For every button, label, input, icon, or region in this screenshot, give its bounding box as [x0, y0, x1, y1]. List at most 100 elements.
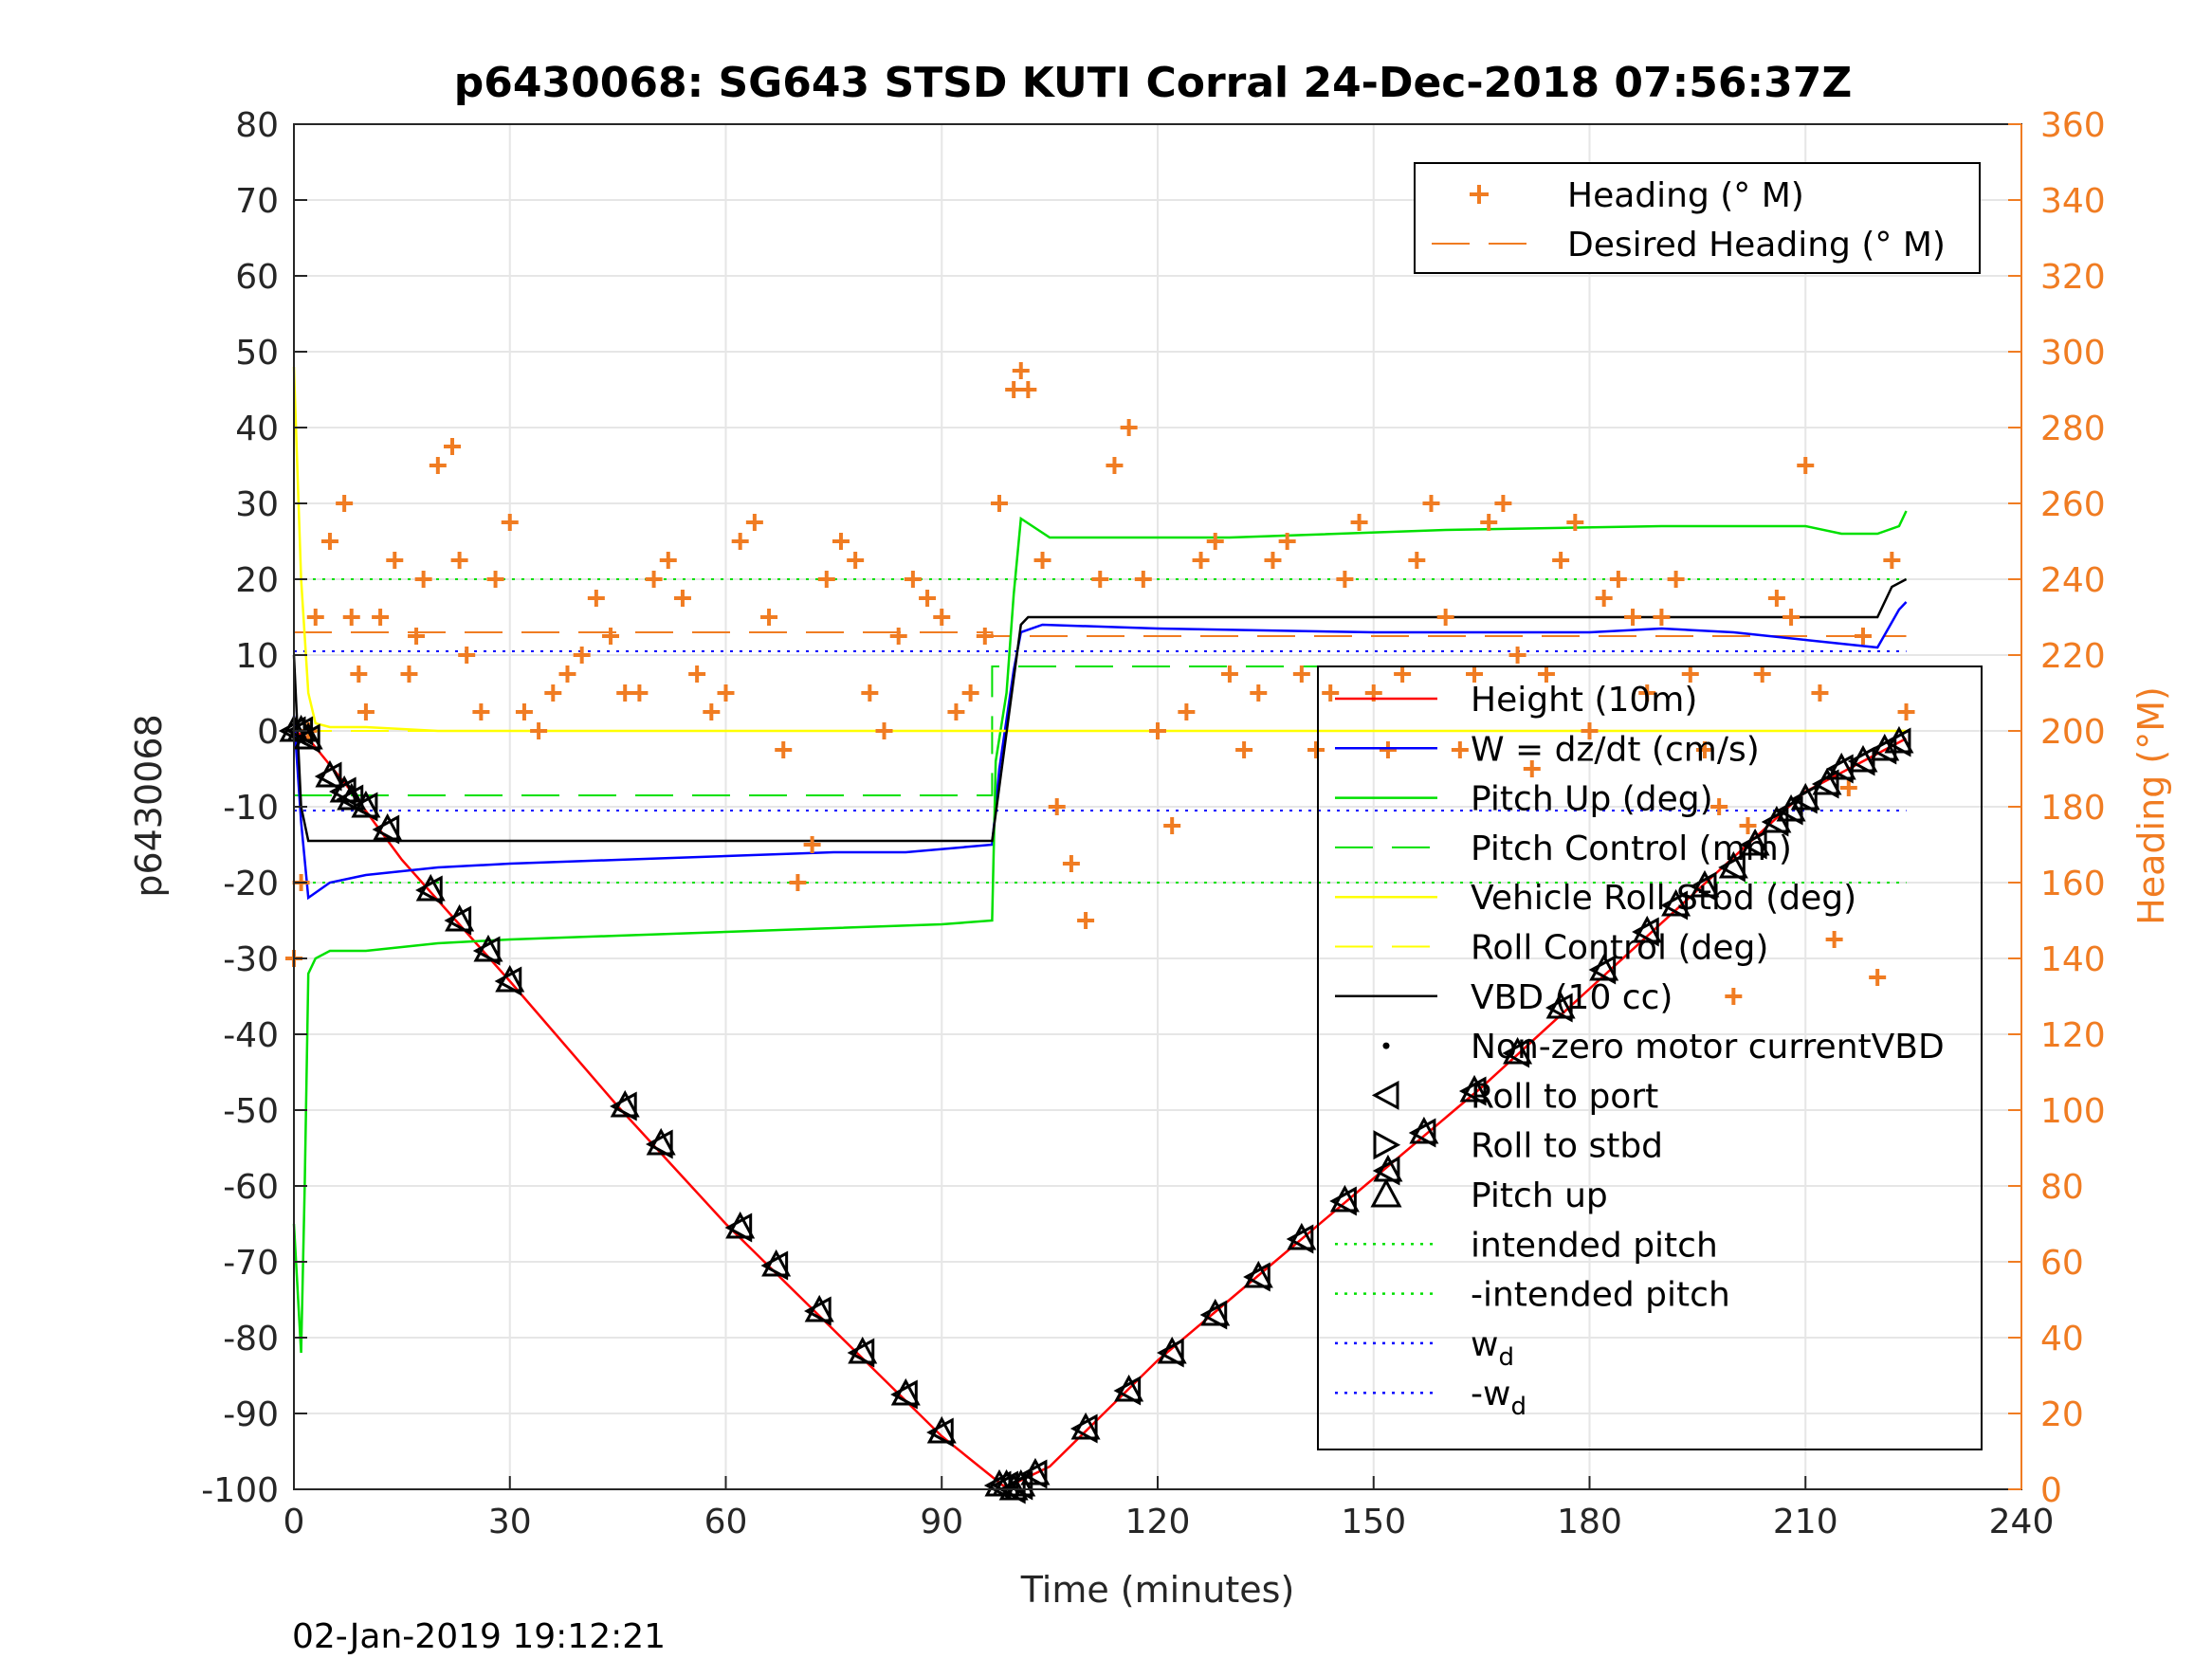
pitch-up-marker [473, 934, 503, 962]
heading-point [1436, 609, 1454, 626]
heading-point [1163, 817, 1181, 834]
heading-point [1624, 609, 1642, 626]
heading-point [1336, 571, 1354, 588]
heading-point [1120, 419, 1138, 436]
roll-port-marker [1199, 1300, 1228, 1330]
roll-port-marker [1811, 769, 1839, 799]
x-tick-label: 30 [488, 1503, 532, 1541]
pitch-up-marker [1740, 828, 1770, 856]
heading-point [717, 684, 735, 702]
heading-point [342, 609, 360, 626]
roll-port-marker [1243, 1262, 1271, 1292]
x-tick-label: 0 [283, 1503, 305, 1541]
marker-point [1632, 915, 1662, 947]
heading-point [645, 571, 663, 588]
heading-point [501, 514, 519, 531]
heading-point [573, 647, 591, 664]
y-tick-label: -60 [223, 1168, 279, 1207]
x-tick-label: 90 [920, 1503, 963, 1541]
marker-point [472, 934, 503, 966]
heading-point [760, 609, 778, 626]
heading-point [1220, 665, 1238, 683]
y-tick-label: 0 [257, 713, 279, 752]
marker-point [1739, 828, 1770, 860]
roll-port-marker [1775, 795, 1803, 826]
heading-point [429, 457, 447, 474]
series-heading-m [285, 362, 1915, 1005]
x-axis-label: Time (minutes) [1020, 1569, 1295, 1611]
heading-point [1408, 552, 1426, 569]
heading-point [889, 628, 907, 645]
roll-port-marker [1329, 1186, 1357, 1216]
roll-port-marker [1286, 1224, 1314, 1254]
legend-entry-label: Pitch up [1471, 1176, 1608, 1215]
roll-port-marker [1545, 993, 1573, 1023]
heading-point [1797, 457, 1815, 474]
heading-point [703, 703, 721, 720]
pitch-up-marker [1329, 1184, 1360, 1212]
heading-point [616, 684, 634, 702]
heading-point [350, 665, 368, 683]
heading-point [775, 741, 793, 758]
heading-point [1753, 665, 1771, 683]
heading-point [1897, 703, 1915, 720]
heading-point [1825, 931, 1843, 948]
pitch-up-marker [1020, 1457, 1051, 1486]
roll-port-marker [314, 761, 342, 792]
legend-entry-label: Roll to stbd [1471, 1127, 1663, 1166]
pitch-up-marker [1070, 1412, 1101, 1440]
heading-point [1235, 741, 1253, 758]
heading-point [1012, 362, 1030, 379]
roll-port-marker [1632, 917, 1659, 947]
series-pitch-up-deg [292, 510, 1908, 1354]
heading-point [1062, 855, 1080, 872]
pitch-up-marker [415, 873, 446, 902]
heading-point [1206, 533, 1224, 550]
heading-point [1149, 722, 1166, 739]
pitch-up-marker [1661, 888, 1691, 917]
y-right-tick-label: 260 [2040, 485, 2106, 524]
marker-point [372, 812, 403, 845]
legend-entry-label: Roll Control (deg) [1471, 929, 1768, 968]
legend-entry-label: Desired Heading (° M) [1567, 226, 1946, 264]
heading-point [1264, 552, 1282, 569]
marker-point [1408, 1116, 1439, 1148]
heading-point [688, 665, 706, 683]
chart-title: p6430068: SG643 STSD KUTI Corral 24-Dec-… [454, 59, 1852, 107]
marker-point [760, 1249, 792, 1281]
y-tick-label: 40 [235, 410, 279, 448]
heading-point [472, 703, 490, 720]
y-tick-label: 50 [235, 334, 279, 373]
marker-point [1372, 1154, 1403, 1186]
pitch-up-marker [848, 1336, 878, 1364]
roll-port-marker [494, 966, 522, 996]
marker-point [1329, 1184, 1360, 1216]
heading-point [486, 571, 504, 588]
heading-point [1019, 381, 1037, 398]
y-right-tick-label: 200 [2040, 713, 2106, 752]
pitch-up-marker [1790, 782, 1820, 811]
marker-point [494, 964, 525, 996]
pitch-up-marker [293, 721, 323, 750]
pitch-up-marker [1157, 1336, 1187, 1364]
roll-port-marker [847, 1338, 875, 1368]
x-tick-label: 120 [1125, 1503, 1191, 1541]
marker-point [1113, 1374, 1144, 1406]
roll-port-marker [415, 875, 443, 905]
heading-point [444, 438, 462, 455]
heading-point [976, 628, 994, 645]
roll-port-marker [1883, 727, 1911, 757]
roll-port-marker [444, 905, 472, 936]
marker-point [1243, 1260, 1273, 1292]
roll-port-marker [1790, 784, 1818, 814]
roll-port-marker [804, 1296, 832, 1326]
legend-swatch [1370, 1177, 1402, 1208]
heading-point [408, 628, 426, 645]
roll-port-marker [1660, 890, 1689, 921]
pitch-up-marker [1503, 1036, 1533, 1065]
legend-heading-box [1414, 162, 1981, 274]
pitch-up-marker [495, 964, 525, 993]
heading-point [659, 552, 677, 569]
roll-port-marker [1157, 1338, 1184, 1368]
pitch-up-marker [351, 790, 381, 818]
